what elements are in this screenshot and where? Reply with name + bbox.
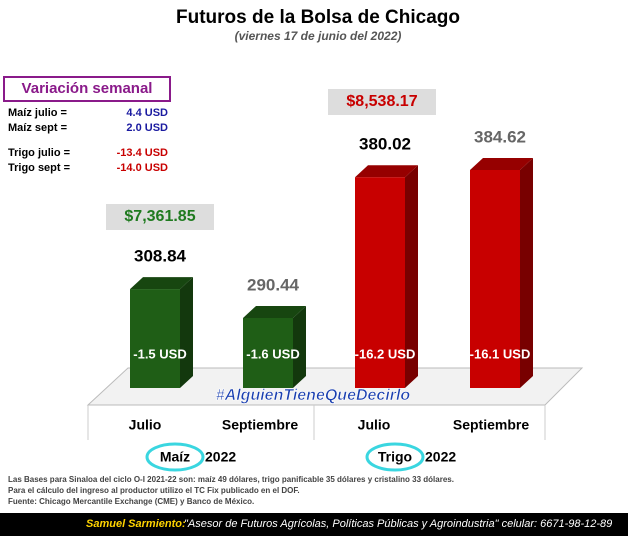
bar-top [243,306,306,318]
bar-note: -16.1 USD [470,346,531,361]
footer-name: Samuel Sarmiento: [86,518,186,530]
group-name: Trigo [378,449,412,465]
x-tick-label: Septiembre [222,417,298,433]
price-box [328,89,436,115]
weekly-value: 2.0 USD [126,122,168,134]
note: Para el cálculo del ingreso al productor… [8,486,300,495]
note: Fuente: Chicago Mercantile Exchange (CME… [8,497,254,506]
bar [355,177,405,388]
value-label: 384.62 [474,127,526,146]
bar-note: -1.6 USD [246,346,299,361]
bar [470,170,520,388]
group-price: $8,538.17 [346,93,417,110]
bar-side [405,165,418,388]
note: Las Bases para Sinaloa del ciclo O-I 202… [8,475,454,484]
x-tick-label: Julio [129,417,162,433]
value-label: 308.84 [134,247,187,266]
value-label: 290.44 [247,275,300,294]
bar [130,289,180,388]
chart-title: Futuros de la Bolsa de Chicago [176,7,460,28]
group-circle [145,442,205,472]
bar-top [470,158,533,170]
group-year: 2022 [205,449,236,465]
price-box [106,204,214,230]
bar-note: -16.2 USD [355,346,416,361]
bar-side [293,306,306,388]
group-name: Maíz [160,449,190,465]
group-price: $7,361.85 [124,208,195,225]
weekly-title: Variación semanal [22,80,153,97]
bar-top [355,165,418,178]
bar-note: -1.5 USD [133,346,186,361]
x-tick-label: Septiembre [453,417,529,433]
weekly-value: -13.4 USD [117,147,168,159]
bar-side [180,277,193,388]
weekly-label: Maíz julio = [8,107,67,119]
footer-text: "Asesor de Futuros Agrícolas, Políticas … [184,518,612,530]
value-label: 380.02 [359,135,411,154]
weekly-box [3,76,171,102]
hashtag: #AlguienTieneQueDecirlo [216,387,411,404]
weekly-value: 4.4 USD [126,107,168,119]
group-year: 2022 [425,449,456,465]
bar [243,318,293,388]
bar-side [520,158,533,388]
weekly-label: Trigo sept = [8,162,70,174]
group-circle [365,442,425,472]
floor [86,367,584,406]
weekly-label: Trigo julio = [8,147,70,159]
footer-bar [0,513,628,536]
x-tick-label: Julio [358,417,391,433]
weekly-label: Maíz sept = [8,122,67,134]
bar-top [130,277,193,290]
weekly-value: -14.0 USD [117,162,168,174]
chart-subtitle: (viernes 17 de junio del 2022) [235,29,402,43]
